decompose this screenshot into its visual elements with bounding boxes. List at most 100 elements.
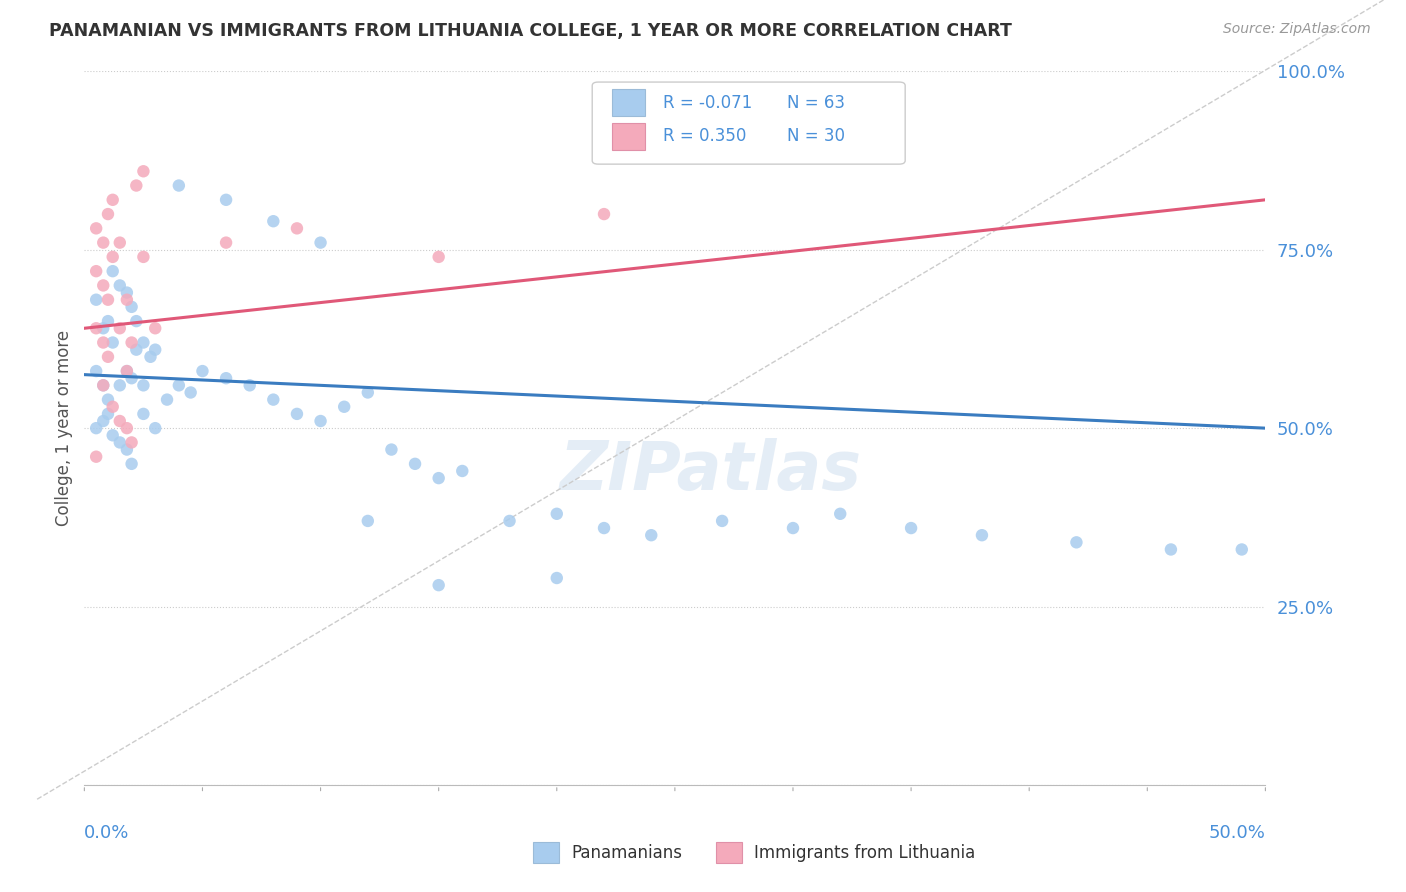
Point <box>84 264 107 278</box>
Point <box>215 193 238 207</box>
Point <box>121 300 143 314</box>
Point <box>380 442 402 457</box>
Point <box>1160 542 1182 557</box>
Point <box>546 571 568 585</box>
Point <box>108 378 131 392</box>
Text: Source: ZipAtlas.com: Source: ZipAtlas.com <box>1223 22 1371 37</box>
Text: N = 63: N = 63 <box>787 94 845 112</box>
Point <box>427 578 450 592</box>
Point <box>108 321 131 335</box>
Point <box>427 471 450 485</box>
FancyBboxPatch shape <box>592 82 905 164</box>
Point <box>143 421 166 435</box>
Point <box>84 421 107 435</box>
Point <box>91 235 114 250</box>
Point <box>101 264 124 278</box>
Point <box>167 378 190 392</box>
Point <box>115 421 138 435</box>
Point <box>121 457 143 471</box>
Point <box>427 250 450 264</box>
Point <box>357 385 380 400</box>
Point <box>115 285 138 300</box>
FancyBboxPatch shape <box>716 842 742 863</box>
Point <box>97 407 120 421</box>
Point <box>309 414 332 428</box>
Text: 0.0%: 0.0% <box>84 824 129 842</box>
Point <box>115 364 138 378</box>
Point <box>546 507 568 521</box>
Text: Immigrants from Lithuania: Immigrants from Lithuania <box>754 844 976 862</box>
Point <box>101 428 124 442</box>
Point <box>91 378 114 392</box>
Point <box>498 514 520 528</box>
Point <box>125 178 148 193</box>
Text: ZIPatlas: ZIPatlas <box>560 438 862 504</box>
Point <box>285 407 308 421</box>
Point <box>1066 535 1088 549</box>
Text: PANAMANIAN VS IMMIGRANTS FROM LITHUANIA COLLEGE, 1 YEAR OR MORE CORRELATION CHAR: PANAMANIAN VS IMMIGRANTS FROM LITHUANIA … <box>49 22 1012 40</box>
Point <box>191 364 214 378</box>
Point <box>970 528 993 542</box>
Point <box>108 414 131 428</box>
Point <box>132 335 155 350</box>
Point <box>180 385 202 400</box>
Text: 50.0%: 50.0% <box>1209 824 1265 842</box>
Point <box>451 464 474 478</box>
Point <box>285 221 308 235</box>
Point <box>156 392 179 407</box>
Point <box>593 207 616 221</box>
Point <box>143 321 166 335</box>
Point <box>132 250 155 264</box>
Point <box>101 335 124 350</box>
FancyBboxPatch shape <box>533 842 560 863</box>
Point <box>91 378 114 392</box>
Point <box>97 314 120 328</box>
Point <box>115 442 138 457</box>
Text: N = 30: N = 30 <box>787 128 845 145</box>
Point <box>84 293 107 307</box>
Point <box>125 343 148 357</box>
Point <box>84 450 107 464</box>
Point <box>91 335 114 350</box>
Point <box>132 378 155 392</box>
Point <box>640 528 662 542</box>
Point <box>309 235 332 250</box>
FancyBboxPatch shape <box>612 123 645 150</box>
Point <box>97 350 120 364</box>
Point <box>333 400 356 414</box>
Text: R = -0.071: R = -0.071 <box>664 94 752 112</box>
Point <box>711 514 734 528</box>
Point <box>97 293 120 307</box>
Point <box>132 164 155 178</box>
Point <box>97 392 120 407</box>
Y-axis label: College, 1 year or more: College, 1 year or more <box>55 330 73 526</box>
Point <box>91 321 114 335</box>
Point <box>830 507 852 521</box>
Point <box>84 364 107 378</box>
Point <box>262 392 284 407</box>
Point <box>121 371 143 385</box>
Point <box>143 343 166 357</box>
Point <box>84 321 107 335</box>
Point <box>108 435 131 450</box>
Point <box>782 521 804 535</box>
Point <box>404 457 426 471</box>
Point <box>84 221 107 235</box>
Point <box>108 278 131 293</box>
Point <box>91 414 114 428</box>
Point <box>215 371 238 385</box>
Point <box>115 364 138 378</box>
Point <box>357 514 380 528</box>
Point <box>125 314 148 328</box>
Text: Panamanians: Panamanians <box>571 844 682 862</box>
Point <box>97 207 120 221</box>
Point <box>91 278 114 293</box>
Point <box>239 378 262 392</box>
Point <box>139 350 162 364</box>
Text: R = 0.350: R = 0.350 <box>664 128 747 145</box>
FancyBboxPatch shape <box>612 89 645 116</box>
Point <box>215 235 238 250</box>
Point <box>121 335 143 350</box>
Point <box>167 178 190 193</box>
Point <box>101 400 124 414</box>
